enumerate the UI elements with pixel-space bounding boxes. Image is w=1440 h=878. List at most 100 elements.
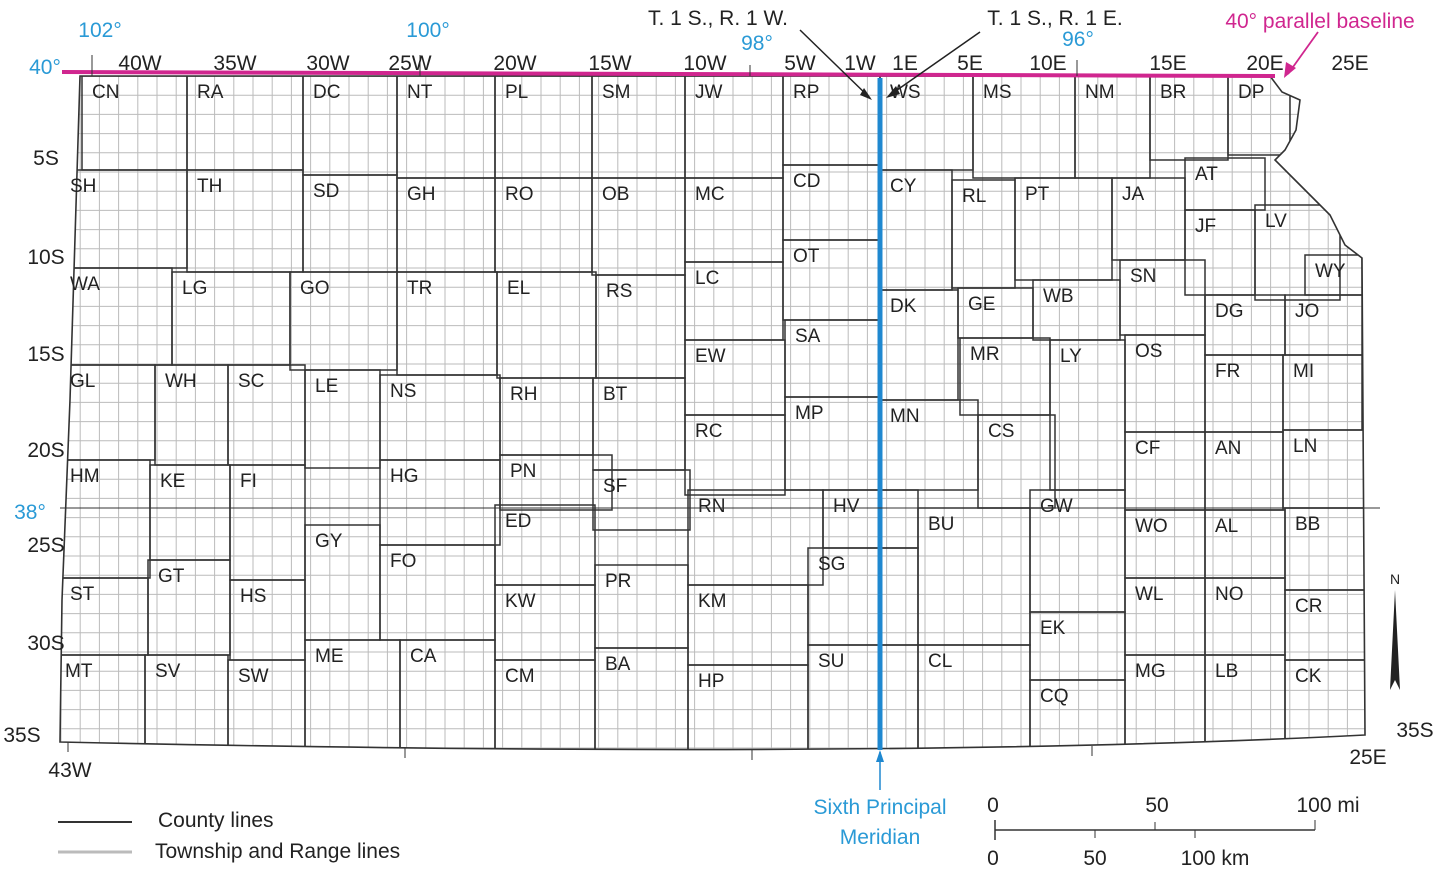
- county-label-nt: NT: [407, 82, 433, 103]
- county-label-sh: SH: [70, 176, 96, 197]
- county-label-hg: HG: [390, 466, 419, 487]
- county-label-rn: RN: [698, 496, 725, 517]
- label-meridian-1: Sixth Principal: [813, 796, 946, 819]
- north-arrow-icon: N: [1390, 571, 1400, 690]
- pointer-r1e: [889, 31, 981, 96]
- county-label-dk: DK: [890, 296, 917, 317]
- county-label-pn: PN: [510, 461, 536, 482]
- county-label-rs: RS: [606, 281, 632, 302]
- county-label-rp: RP: [793, 82, 819, 103]
- county-label-bb: BB: [1295, 514, 1320, 535]
- county-label-dp: DP: [1238, 82, 1264, 103]
- county-label-pr: PR: [605, 571, 631, 592]
- county-label-ms: MS: [983, 82, 1012, 103]
- county-label-tr: TR: [407, 278, 432, 299]
- county-label-fi: FI: [240, 471, 257, 492]
- county-label-ln: LN: [1293, 436, 1317, 457]
- county-label-cn: CN: [92, 82, 119, 103]
- county-label-mg: MG: [1135, 661, 1166, 682]
- county-label-jw: JW: [695, 82, 723, 103]
- range-label-25e: 25E: [1331, 52, 1368, 75]
- county-label-gh: GH: [407, 184, 436, 205]
- county-label-ed: ED: [505, 511, 531, 532]
- county-label-rh: RH: [510, 384, 537, 405]
- county-label-st: ST: [70, 584, 95, 605]
- county-label-me: ME: [315, 646, 344, 667]
- county-label-wa: WA: [70, 274, 100, 295]
- county-label-ns: NS: [390, 381, 416, 402]
- county-label-ot: OT: [793, 246, 820, 267]
- county-label-sg: SG: [818, 554, 845, 575]
- range-label-30w: 30W: [306, 52, 349, 75]
- county-label-mp: MP: [795, 403, 824, 424]
- county-label-wb: WB: [1043, 286, 1074, 307]
- arrow-r1e-icon: [886, 86, 900, 98]
- label-baseline: 40° parallel baseline: [1225, 10, 1414, 33]
- county-label-pt: PT: [1025, 184, 1050, 205]
- county-label-dc: DC: [313, 82, 340, 103]
- county-label-lc: LC: [695, 268, 719, 289]
- legend-township-range-lines: Township and Range lines: [155, 840, 400, 863]
- county-label-cl: CL: [928, 651, 952, 672]
- scale-km-100: 100 km: [1181, 847, 1250, 870]
- county-label-wy: WY: [1315, 261, 1346, 282]
- county-label-hp: HP: [698, 671, 724, 692]
- county-label-os: OS: [1135, 341, 1162, 362]
- county-label-bu: BU: [928, 514, 954, 535]
- county-label-lv: LV: [1265, 211, 1287, 232]
- label-t1s-r1w: T. 1 S., R. 1 W.: [648, 7, 788, 30]
- state-outline: [59, 75, 1366, 751]
- county-label-jo: JO: [1295, 301, 1319, 322]
- county-ck-boundary: [1284, 659, 1365, 750]
- township-label-15s: 15S: [27, 343, 64, 366]
- label-lon-102: 102°: [78, 19, 121, 42]
- county-label-hs: HS: [240, 586, 266, 607]
- scale-bar: 0 50 100 mi 0 50 100 km: [987, 794, 1359, 870]
- county-label-mi: MI: [1293, 361, 1314, 382]
- county-label-rc: RC: [695, 421, 722, 442]
- county-label-rl: RL: [962, 186, 986, 207]
- township-label-30s: 30S: [27, 632, 64, 655]
- county-dp-boundary: [1227, 76, 1291, 156]
- range-label-25w: 25W: [388, 52, 431, 75]
- county-label-go: GO: [300, 278, 330, 299]
- label-range-43w: 43W: [48, 759, 91, 782]
- range-label-5w: 5W: [784, 52, 816, 75]
- county-lv-boundary: [1254, 204, 1341, 301]
- county-label-hv: HV: [833, 496, 860, 517]
- township-label-25s: 25S: [27, 534, 64, 557]
- county-label-el: EL: [507, 278, 530, 299]
- township-label-5s: 5S: [33, 147, 59, 170]
- county-label-mt: MT: [65, 661, 93, 682]
- range-label-10w: 10W: [683, 52, 726, 75]
- label-lat-40: 40°: [29, 56, 61, 79]
- county-label-gw: GW: [1040, 496, 1073, 517]
- county-boundaries: [60, 76, 1365, 750]
- scale-mi-0: 0: [987, 794, 999, 817]
- county-label-mn: MN: [890, 406, 920, 427]
- county-label-su: SU: [818, 651, 844, 672]
- arrow-r1w-icon: [860, 88, 872, 100]
- county-label-dg: DG: [1215, 301, 1244, 322]
- county-label-an: AN: [1215, 438, 1241, 459]
- county-label-ro: RO: [505, 184, 534, 205]
- county-label-sm: SM: [602, 82, 631, 103]
- range-label-15w: 15W: [588, 52, 631, 75]
- township-range-grid: [60, 76, 1365, 750]
- county-label-ek: EK: [1040, 618, 1066, 639]
- township-label-35s: 35S: [3, 724, 40, 747]
- county-label-sn: SN: [1130, 266, 1156, 287]
- county-label-km: KM: [698, 591, 727, 612]
- county-label-wo: WO: [1135, 516, 1168, 537]
- county-label-fo: FO: [390, 551, 416, 572]
- county-label-cd: CD: [793, 171, 820, 192]
- county-label-sc: SC: [238, 371, 264, 392]
- legend: County lines Township and Range lines: [58, 809, 400, 863]
- county-label-ba: BA: [605, 654, 631, 675]
- range-label-35w: 35W: [213, 52, 256, 75]
- label-t1s-r1e: T. 1 S., R. 1 E.: [987, 7, 1122, 30]
- label-township-35s-right: 35S: [1396, 719, 1433, 742]
- county-label-al: AL: [1215, 516, 1238, 537]
- label-range-25e-bottom: 25E: [1349, 746, 1386, 769]
- baseline-40-parallel: [61, 70, 1276, 78]
